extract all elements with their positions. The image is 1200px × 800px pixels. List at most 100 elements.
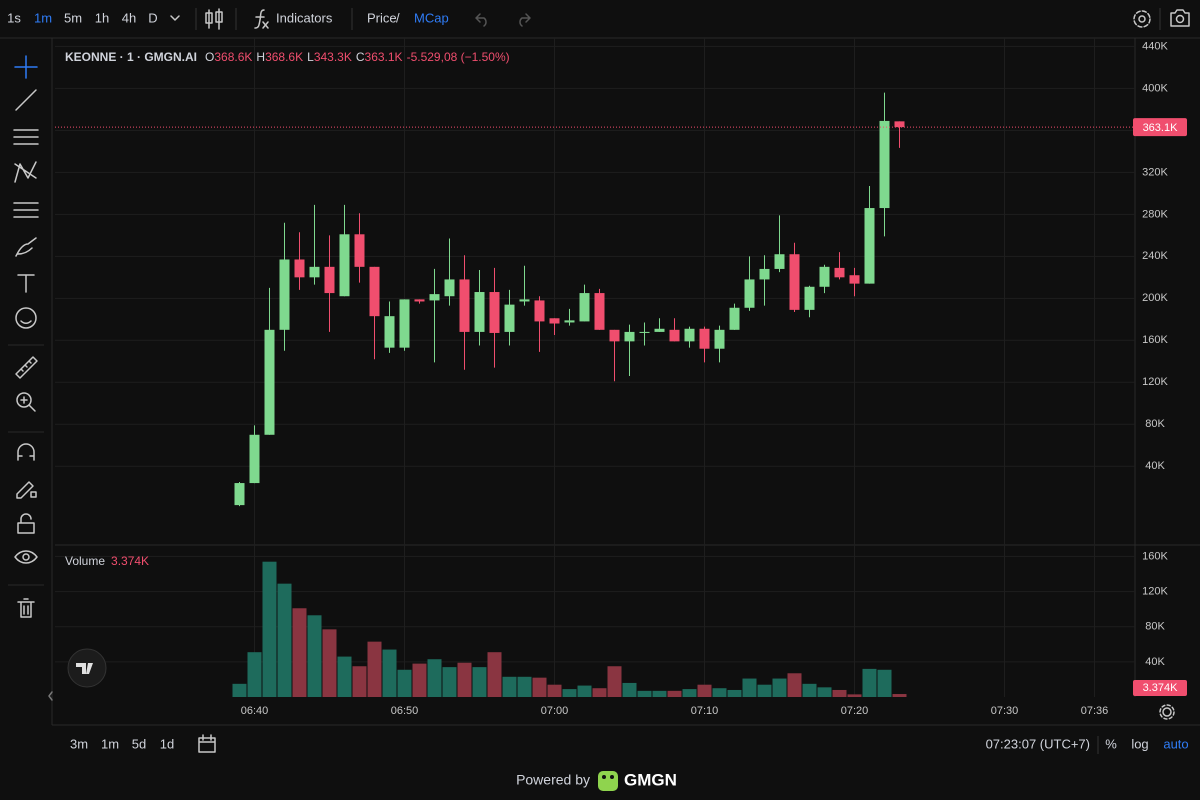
price-toggle[interactable]: Price: [367, 10, 397, 25]
candle-type-icon[interactable]: [205, 8, 223, 30]
range-button[interactable]: 3m: [70, 736, 88, 751]
candle-body: [879, 120, 890, 209]
fib-icon[interactable]: [13, 129, 39, 145]
range-button[interactable]: 1m: [101, 736, 119, 751]
volume-title: Volume: [65, 554, 105, 568]
pattern-icon[interactable]: [14, 161, 37, 183]
volume-bar: [757, 684, 772, 697]
x-tick-label: 06:50: [391, 705, 419, 717]
y-tick-label: 240K: [1142, 250, 1168, 262]
volume-bar: [697, 684, 712, 697]
text-icon[interactable]: [17, 274, 35, 293]
x-tick-label: 07:36: [1081, 705, 1109, 717]
interval-button[interactable]: 4h: [122, 10, 136, 25]
volume-bar: [742, 678, 757, 697]
last-volume-tag: [1133, 680, 1187, 697]
candle-body: [774, 254, 785, 269]
volume-bar: [862, 668, 877, 697]
candle-body: [369, 266, 380, 317]
mcap-toggle[interactable]: MCap: [414, 10, 449, 25]
brush-icon[interactable]: [15, 237, 37, 257]
candle-body: [534, 300, 545, 322]
volume-bar: [487, 652, 502, 697]
candle-body: [714, 329, 725, 349]
legend-value: 343.3K: [314, 50, 352, 64]
ruler-icon[interactable]: [15, 356, 38, 379]
crosshair-icon[interactable]: [14, 55, 38, 79]
candle-body: [564, 320, 575, 323]
interval-button[interactable]: D: [148, 10, 157, 25]
scale-button[interactable]: auto: [1163, 736, 1188, 751]
lock-draw-icon[interactable]: [16, 481, 37, 499]
volume-bar: [502, 676, 517, 697]
volume-bar: [352, 666, 367, 697]
lock-icon[interactable]: [17, 513, 35, 534]
candle-body: [759, 268, 770, 280]
emoji-icon[interactable]: [15, 307, 37, 329]
volume-bar: [262, 561, 277, 697]
scale-button[interactable]: %: [1105, 736, 1117, 751]
candle-body: [399, 299, 410, 348]
redo-icon[interactable]: [519, 13, 531, 27]
goto-date-icon[interactable]: [198, 734, 216, 753]
candle-body: [429, 294, 440, 301]
y-tick-label: 200K: [1142, 292, 1168, 304]
scale-button[interactable]: log: [1131, 736, 1148, 751]
volume-bar: [472, 667, 487, 697]
marks: [55, 92, 1135, 697]
screenshot-icon[interactable]: [1170, 9, 1190, 27]
trendline-icon[interactable]: [15, 89, 37, 111]
y-tick-label: 160K: [1142, 550, 1168, 562]
tv-logo[interactable]: [67, 648, 107, 688]
range-button[interactable]: 5d: [132, 736, 146, 751]
range-button[interactable]: 1d: [160, 736, 174, 751]
volume-bar: [337, 656, 352, 697]
volume-bar: [292, 608, 307, 697]
volume-bar: [787, 673, 802, 697]
candle-body: [579, 293, 590, 322]
indicators-button[interactable]: Indicators: [276, 10, 333, 25]
undo-icon[interactable]: [475, 13, 487, 27]
candle-body: [594, 293, 605, 330]
y-tick-label: 320K: [1142, 166, 1168, 178]
candle-body: [639, 331, 650, 333]
volume-bar: [307, 615, 322, 697]
drawing-toolbar: [8, 55, 53, 701]
candle-body: [864, 208, 875, 284]
volume-bar: [892, 694, 907, 697]
collapse-icon[interactable]: [48, 691, 53, 701]
candle-body: [744, 279, 755, 308]
y-tick-label: 120K: [1142, 376, 1168, 388]
interval-button[interactable]: 1h: [95, 10, 109, 25]
visibility-icon[interactable]: [14, 550, 38, 564]
volume-bar: [682, 689, 697, 697]
candle-body: [294, 259, 305, 278]
interval-button[interactable]: 1s: [7, 10, 21, 25]
chevron-icon[interactable]: [170, 15, 180, 21]
candle-body: [894, 121, 905, 128]
y-tick-label: 160K: [1142, 334, 1168, 346]
candle-body: [279, 259, 290, 330]
volume-bar: [367, 641, 382, 697]
y-tick-label: 40K: [1145, 656, 1165, 668]
y-tick-label: 280K: [1142, 208, 1168, 220]
y-tick-label: 80K: [1145, 621, 1165, 633]
zoom-icon[interactable]: [16, 392, 36, 412]
x-tick-label: 07:10: [691, 705, 719, 717]
volume-bar: [832, 689, 847, 697]
volume-bar: [427, 659, 442, 697]
volume-value: 3.374K: [111, 554, 149, 568]
reset-scale-icon[interactable]: [1159, 704, 1175, 720]
candle-body: [249, 434, 260, 484]
interval-button[interactable]: 5m: [64, 10, 82, 25]
candle-body: [834, 267, 845, 278]
settings-icon[interactable]: [1133, 10, 1151, 28]
legend-key: L: [307, 50, 314, 64]
grid: [55, 38, 1135, 697]
trash-icon[interactable]: [17, 598, 35, 618]
interval-button[interactable]: 1m: [34, 10, 52, 25]
x-tick-label: 07:30: [991, 705, 1019, 717]
magnet-icon[interactable]: [17, 443, 35, 461]
projection-icon[interactable]: [13, 202, 39, 218]
x-tick-label: 07:00: [541, 705, 569, 717]
